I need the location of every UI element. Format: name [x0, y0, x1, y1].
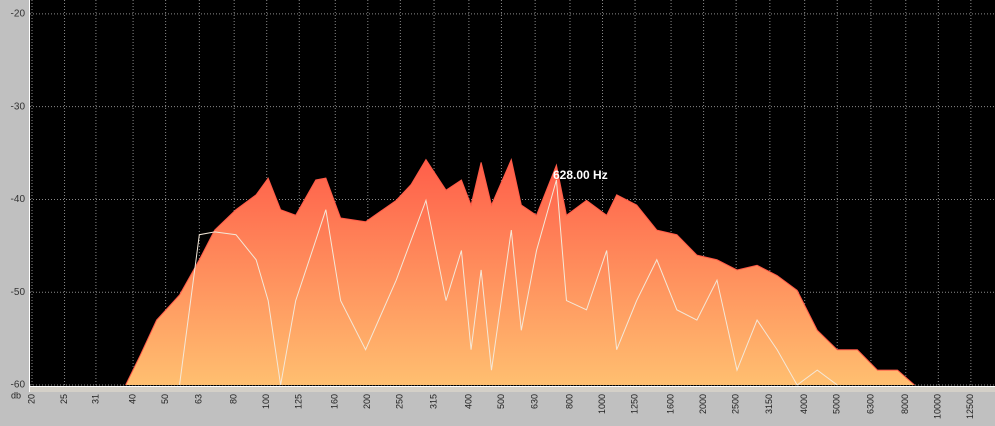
x-tick-label: 12500: [965, 394, 975, 419]
x-tick-label: 25: [59, 394, 69, 404]
x-tick-label: 4000: [799, 394, 809, 414]
x-tick-label: 63: [194, 394, 204, 404]
x-tick-label: 500: [496, 394, 506, 409]
x-tick-label: 1000: [597, 394, 607, 414]
x-tick-label: 2500: [731, 394, 741, 414]
x-tick-label: 6300: [865, 394, 875, 414]
x-tick-label: 250: [395, 394, 405, 409]
y-tick-label: -40: [11, 194, 26, 205]
x-tick-label: 630: [530, 394, 540, 409]
y-tick-label: -60: [11, 380, 26, 391]
y-tick-label: -30: [11, 101, 26, 112]
x-tick-label: 50: [160, 394, 170, 404]
x-tick-label: 5000: [832, 394, 842, 414]
y-axis-unit: db: [11, 390, 21, 400]
x-tick-label: 8000: [900, 394, 910, 414]
x-tick-label: 125: [294, 394, 304, 409]
x-tick-label: 200: [362, 394, 372, 409]
x-tick-label: 100: [261, 394, 271, 409]
x-tick-label: 1600: [665, 394, 675, 414]
y-tick-label: -50: [11, 287, 26, 298]
area-outline: [125, 157, 915, 386]
y-tick-label: -20: [11, 9, 26, 20]
x-tick-label: 800: [564, 394, 574, 409]
spectrum-line: [179, 179, 838, 386]
x-tick-label: 80: [229, 394, 239, 404]
x-tick-label: 10000: [933, 394, 943, 419]
x-tick-label: 3150: [764, 394, 774, 414]
x-tick-label: 315: [428, 394, 438, 409]
area-fill: [125, 159, 915, 385]
annotation: 628.00 Hz: [553, 168, 608, 182]
x-tick-label: 1250: [629, 394, 639, 414]
x-tick-label: 20: [26, 394, 36, 404]
x-tick-label: 2000: [698, 394, 708, 414]
x-tick-label: 400: [463, 394, 473, 409]
x-tick-label: 160: [330, 394, 340, 409]
x-axis-strip: [30, 386, 995, 392]
x-tick-label: 40: [127, 394, 137, 404]
x-tick-label: 31: [90, 394, 100, 404]
